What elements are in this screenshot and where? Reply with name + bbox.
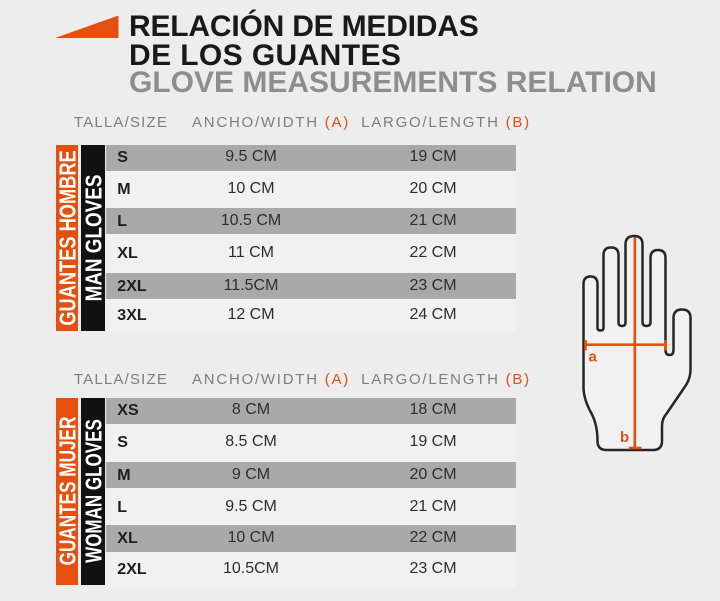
svg-text:b: b xyxy=(620,429,629,446)
svg-text:a: a xyxy=(589,349,598,366)
